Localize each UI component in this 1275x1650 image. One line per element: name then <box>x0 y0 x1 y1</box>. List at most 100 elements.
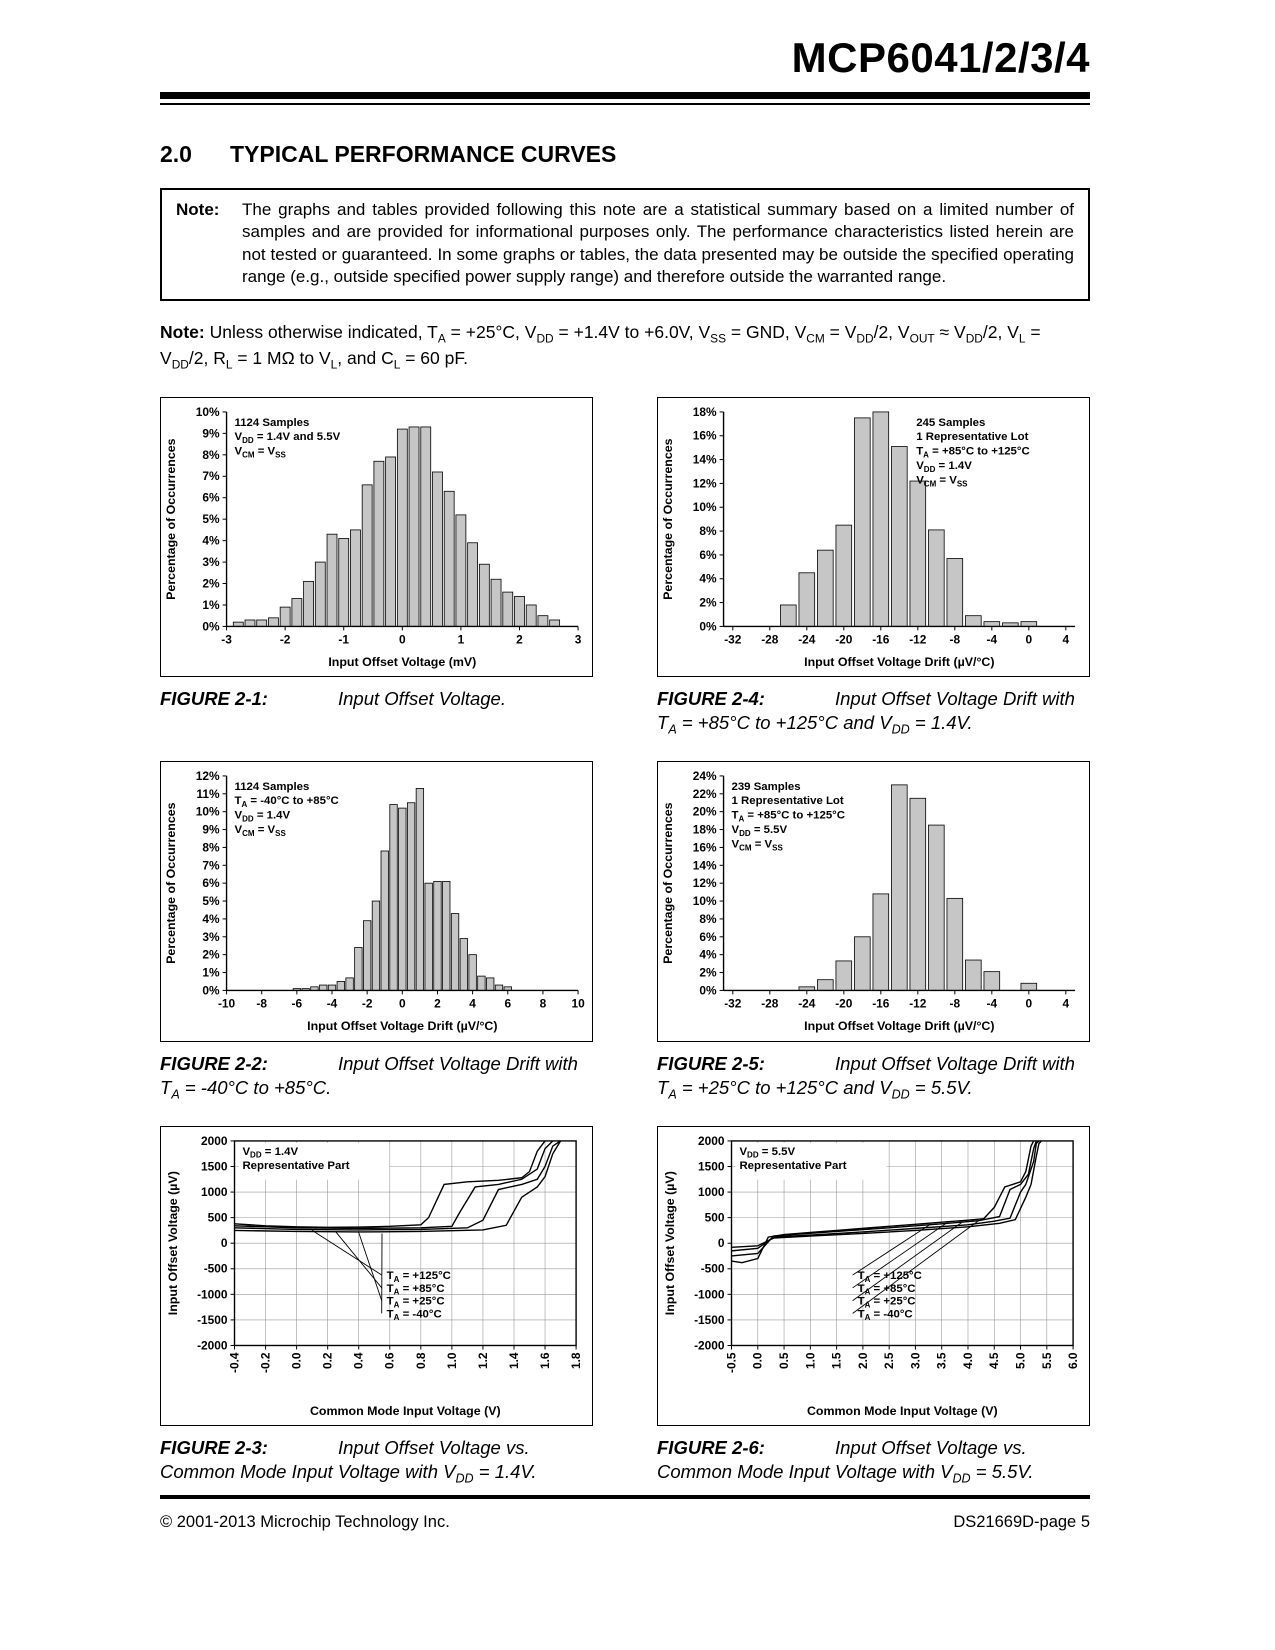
figure-2-3-chart: -2000 -1500 -1000 -500 0 500 1000 1500 2000 -0.4 -… <box>166 1134 583 1418</box>
svg-text:1%: 1% <box>202 598 220 612</box>
svg-text:-500: -500 <box>701 1261 725 1275</box>
svg-text:VDD = 1.4V: VDD = 1.4V <box>916 460 972 474</box>
svg-text:8%: 8% <box>699 524 717 538</box>
header-rule-thick <box>160 92 1090 99</box>
figure-2-1-description: Input Offset Voltage. <box>338 688 506 710</box>
svg-text:0%: 0% <box>699 620 717 634</box>
svg-text:239 Samples: 239 Samples <box>732 781 801 793</box>
figure-2-3-description: Input Offset Voltage vs. Common Mode Inp… <box>160 1436 537 1486</box>
svg-text:TA = +85°C to +125°C: TA = +85°C to +125°C <box>916 446 1030 460</box>
section-number: 2.0 <box>160 141 192 167</box>
svg-text:14%: 14% <box>693 453 717 467</box>
figure-2-4-chart: 0% 2% 4% 6% 8% 10% 12% 14% 16% 18% -32 -28 -24 -20 -16… <box>661 405 1076 669</box>
svg-text:-4: -4 <box>987 633 998 647</box>
svg-text:500: 500 <box>208 1210 228 1224</box>
svg-text:-6: -6 <box>292 997 303 1011</box>
svg-text:-10: -10 <box>218 997 236 1011</box>
svg-text:1.0: 1.0 <box>803 1352 817 1369</box>
svg-text:4%: 4% <box>202 912 220 926</box>
svg-text:Input Offset Voltage Drift (µV: Input Offset Voltage Drift (µV/°C) <box>804 1020 994 1034</box>
footer-page-number: DS21669D-page 5 <box>953 1513 1090 1531</box>
svg-text:Percentage of Occurrences: Percentage of Occurrences <box>661 803 675 964</box>
svg-text:3: 3 <box>575 633 582 647</box>
figure-2-6-description: Input Offset Voltage vs. Common Mode Inp… <box>657 1436 1034 1486</box>
svg-text:4%: 4% <box>202 534 220 548</box>
svg-text:VCM = VSS: VCM = VSS <box>732 839 784 853</box>
svg-text:-12: -12 <box>909 997 927 1011</box>
svg-text:3%: 3% <box>202 555 220 569</box>
figure-2-5-label: FIGURE 2-5: <box>657 1052 765 1074</box>
figure-2-1: 0% 1% 2% 3% 4% 5% 6% 7% 8% 9% 10% -3 -2 -1 0 1 2 3 Input O… <box>160 397 593 735</box>
svg-text:-1500: -1500 <box>197 1313 228 1327</box>
svg-text:3.5: 3.5 <box>935 1352 949 1369</box>
figures-grid: 0% 1% 2% 3% 4% 5% 6% 7% 8% 9% 10% -3 -2 -1 0 1 2 3 Input O… <box>160 397 1090 1486</box>
svg-text:2000: 2000 <box>698 1134 725 1148</box>
svg-text:4: 4 <box>469 997 476 1011</box>
svg-text:0%: 0% <box>202 620 220 634</box>
svg-text:5%: 5% <box>202 894 220 908</box>
svg-text:2000: 2000 <box>201 1134 228 1148</box>
conditions-text: Unless otherwise indicated, TA = +25°C, … <box>160 321 1041 372</box>
figure-2-4-label: FIGURE 2-4: <box>657 688 765 710</box>
svg-text:16%: 16% <box>693 841 717 855</box>
svg-text:1%: 1% <box>202 966 220 980</box>
svg-text:-8: -8 <box>950 997 961 1011</box>
svg-text:TA = -40°C: TA = -40°C <box>387 1308 442 1322</box>
svg-text:-2000: -2000 <box>694 1338 725 1352</box>
conditions-label: Note: <box>160 321 205 342</box>
svg-text:4: 4 <box>1063 633 1070 647</box>
svg-text:-28: -28 <box>761 997 779 1011</box>
figure-2-4: 0% 2% 4% 6% 8% 10% 12% 14% 16% 18% -32 -28 -24 -20 -16… <box>657 397 1090 736</box>
svg-text:0.5: 0.5 <box>777 1352 791 1369</box>
svg-text:4.0: 4.0 <box>961 1352 975 1369</box>
svg-text:-1: -1 <box>338 633 349 647</box>
figure-2-2-caption: FIGURE 2-2: Input Offset Voltage Drift wi… <box>160 1052 593 1101</box>
svg-text:1 Representative Lot: 1 Representative Lot <box>916 431 1028 443</box>
svg-text:4.5: 4.5 <box>987 1352 1001 1369</box>
svg-text:Input Offset Voltage (µV): Input Offset Voltage (µV) <box>166 1171 180 1315</box>
figure-2-3-label: FIGURE 2-3: <box>160 1436 268 1458</box>
svg-text:Input Offset Voltage (mV): Input Offset Voltage (mV) <box>328 655 476 669</box>
figure-2-6-chart: -2000 -1500 -1000 -500 0 500 1000 1500 2000 -0.5 0… <box>663 1134 1080 1418</box>
svg-text:1.4: 1.4 <box>507 1352 521 1369</box>
svg-text:-3: -3 <box>221 633 232 647</box>
svg-text:Input Offset Voltage Drift (µV: Input Offset Voltage Drift (µV/°C) <box>804 655 994 669</box>
svg-text:4%: 4% <box>699 572 717 586</box>
svg-text:1.8: 1.8 <box>569 1352 583 1369</box>
figure-2-6-frame: -2000 -1500 -1000 -500 0 500 1000 1500 2000 -0.5 0… <box>657 1125 1090 1426</box>
svg-text:-4: -4 <box>327 997 338 1011</box>
svg-text:9%: 9% <box>202 823 220 837</box>
svg-text:8: 8 <box>540 997 547 1011</box>
svg-text:0.0: 0.0 <box>290 1352 304 1369</box>
page-footer: © 2001-2013 Microchip Technology Inc. DS… <box>160 1495 1090 1532</box>
svg-text:0: 0 <box>399 997 406 1011</box>
footer-rule <box>160 1495 1090 1499</box>
svg-text:10%: 10% <box>693 894 717 908</box>
svg-text:6%: 6% <box>699 548 717 562</box>
svg-text:0: 0 <box>399 633 406 647</box>
svg-text:245 Samples: 245 Samples <box>916 417 985 429</box>
figure-2-6-label: FIGURE 2-6: <box>657 1436 765 1458</box>
figure-2-3: -2000 -1500 -1000 -500 0 500 1000 1500 2000 -0.4 -… <box>160 1125 593 1486</box>
svg-text:8%: 8% <box>202 841 220 855</box>
svg-text:TA = +85°C: TA = +85°C <box>858 1282 916 1296</box>
svg-text:-1500: -1500 <box>694 1313 725 1327</box>
figure-2-4-frame: 0% 2% 4% 6% 8% 10% 12% 14% 16% 18% -32 -28 -24 -20 -16… <box>657 397 1090 678</box>
svg-text:-16: -16 <box>872 997 890 1011</box>
svg-text:TA = +85°C to +125°C: TA = +85°C to +125°C <box>732 810 846 824</box>
svg-text:1.5: 1.5 <box>830 1352 844 1369</box>
figure-2-2-chart: 0% 1% 2% 3% 4% 5% 6% 7% 8% 9% 10% 11% 12% -10 -8 -6 -4 -2… <box>164 769 585 1033</box>
conditions-note: Note: Unless otherwise indicated, TA = +… <box>160 319 1090 372</box>
svg-text:6%: 6% <box>699 930 717 944</box>
svg-text:24%: 24% <box>693 769 717 783</box>
svg-text:-20: -20 <box>835 633 853 647</box>
svg-text:0.8: 0.8 <box>414 1352 428 1369</box>
svg-text:0.2: 0.2 <box>321 1352 335 1369</box>
figure-2-3-frame: -2000 -1500 -1000 -500 0 500 1000 1500 2000 -0.4 -… <box>160 1125 593 1426</box>
svg-text:1000: 1000 <box>698 1185 725 1199</box>
figure-2-4-caption: FIGURE 2-4: Input Offset Voltage Drift wi… <box>657 687 1090 736</box>
svg-text:5.5: 5.5 <box>1040 1352 1054 1369</box>
svg-text:2.5: 2.5 <box>882 1352 896 1369</box>
svg-text:18%: 18% <box>693 405 717 419</box>
